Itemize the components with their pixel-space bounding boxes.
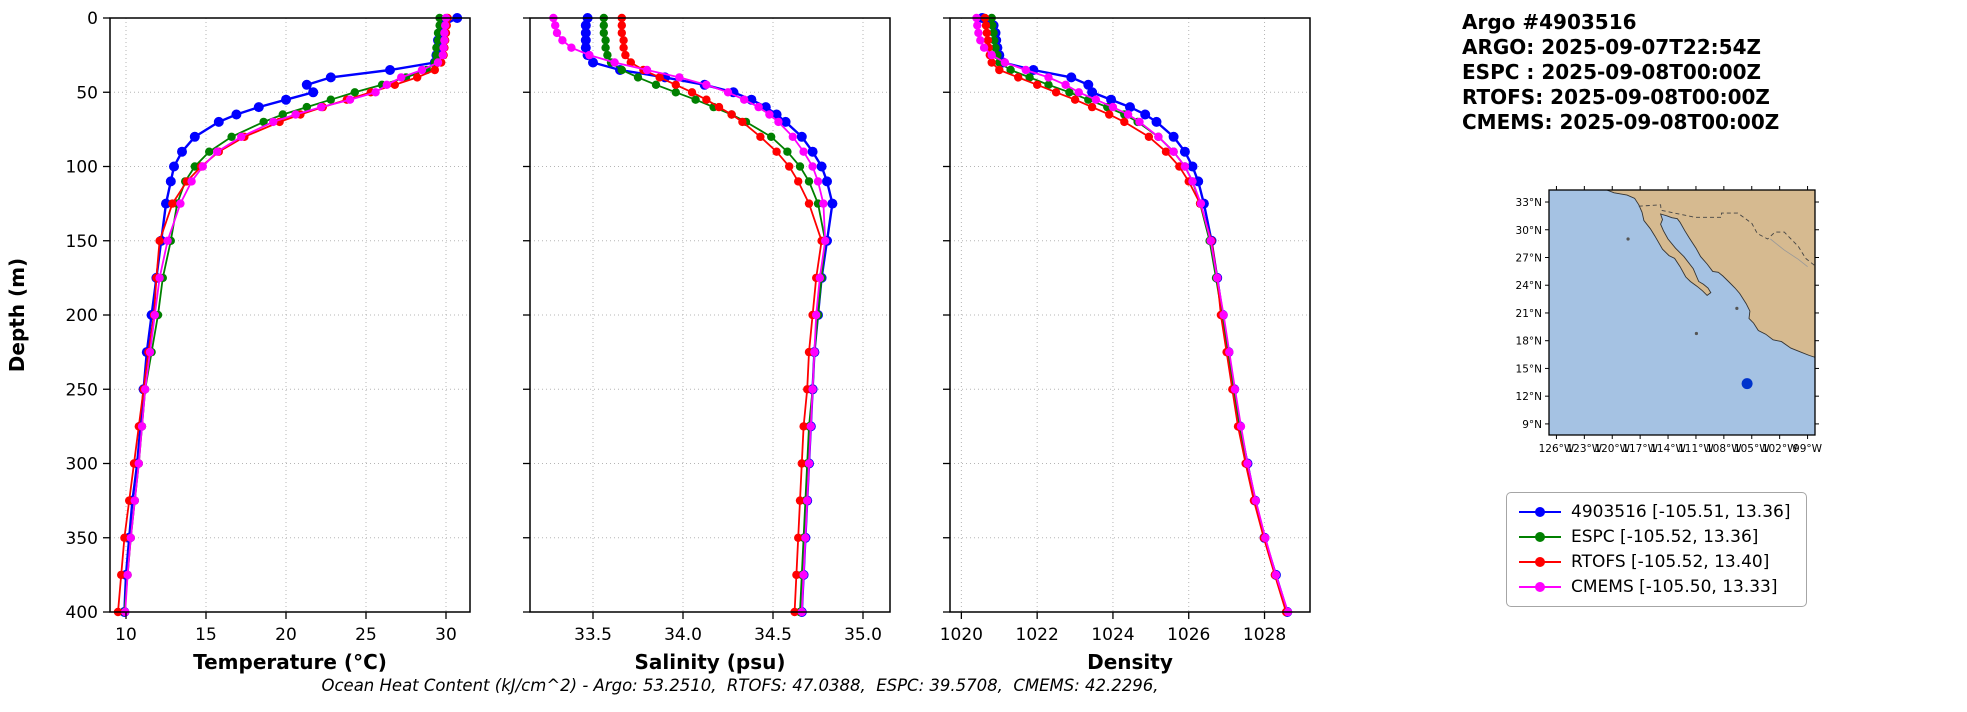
- float-title: Argo #4903516: [1462, 10, 1637, 34]
- x-tick-label: 1022: [1016, 625, 1059, 645]
- series-markers-CMEMS: [549, 13, 830, 617]
- salinity-panel: 33.5 34.0 34.5 35.0 Salinity (psu): [523, 13, 891, 674]
- map-land: [1606, 189, 1816, 358]
- map-lon-label: 123°W: [1566, 443, 1602, 455]
- float-position-marker: [1741, 378, 1753, 390]
- legend-item-3: CMEMS [-105.50, 13.33]: [1517, 577, 1790, 597]
- legend-label: 4903516 [-105.51, 13.36]: [1571, 502, 1791, 522]
- y-tick-label: 300: [66, 455, 98, 475]
- legend: 4903516 [-105.51, 13.36] ESPC [-105.52, 1…: [1506, 492, 1808, 607]
- map-lat-label: 9°N: [1522, 419, 1542, 431]
- legend-label: CMEMS [-105.50, 13.33]: [1571, 577, 1778, 597]
- x-tick-label: 35.0: [844, 625, 882, 645]
- y-tick-label: 200: [66, 306, 98, 326]
- x-tick-label: 20: [275, 625, 297, 645]
- x-axis-title: Temperature (°C): [193, 650, 387, 674]
- map-lat-label: 24°N: [1516, 280, 1542, 292]
- y-tick-label: 150: [66, 232, 98, 252]
- x-tick-label: 1028: [1243, 625, 1286, 645]
- argo-timestamp: ARGO: 2025-09-07T22:54Z: [1462, 35, 1761, 59]
- legend-marker-icon: [1519, 582, 1561, 592]
- map-lon-label: 105°W: [1734, 443, 1770, 455]
- float-info-header: Argo #4903516 ARGO: 2025-09-07T22:54Z ES…: [1462, 10, 1779, 135]
- y-tick-label: 50: [76, 83, 98, 103]
- y-tick-label: 350: [66, 529, 98, 549]
- x-tick-label: 1024: [1091, 625, 1134, 645]
- map-island-dot: [1735, 306, 1739, 310]
- density-panel: 1020 1022 1024 1026 1028 Density: [940, 13, 1311, 674]
- series-markers-RTOFS: [980, 13, 1291, 617]
- legend-item-1: ESPC [-105.52, 13.36]: [1517, 527, 1790, 547]
- x-tick-label: 1026: [1167, 625, 1210, 645]
- y-tick-label: 400: [66, 603, 98, 623]
- cmems-timestamp: CMEMS: 2025-09-08T00:00Z: [1462, 110, 1780, 134]
- map-lon-label: 114°W: [1650, 443, 1686, 455]
- legend-item-0: 4903516 [-105.51, 13.36]: [1517, 502, 1790, 522]
- series-markers-CMEMS: [972, 13, 1293, 617]
- y-axis-title: Depth (m): [5, 258, 29, 372]
- x-tick-label: 15: [195, 625, 217, 645]
- map-lat-label: 27°N: [1516, 252, 1542, 264]
- map-lat-label: 15°N: [1516, 363, 1542, 375]
- map-lon-label: 99°W: [1793, 443, 1823, 455]
- map-island-dot: [1626, 237, 1630, 241]
- x-axis-title: Density: [1087, 650, 1173, 674]
- map-lon-label: 120°W: [1594, 443, 1630, 455]
- map-lat-label: 21°N: [1516, 308, 1542, 320]
- legend-marker-icon: [1519, 532, 1561, 542]
- map-island-dot: [1694, 331, 1699, 336]
- map-lat-label: 30°N: [1516, 225, 1542, 237]
- legend-label: ESPC [-105.52, 13.36]: [1571, 527, 1759, 547]
- x-axis-title: Salinity (psu): [634, 650, 785, 674]
- rtofs-timestamp: RTOFS: 2025-09-08T00:00Z: [1462, 85, 1770, 109]
- legend-marker-icon: [1519, 557, 1561, 567]
- series-markers-ESPC: [987, 13, 1291, 617]
- temperature-panel: 10 15 20 25 30050100150200250300350400Temper…: [66, 9, 471, 674]
- profile-plots: 10 15 20 25 30050100150200250300350400Temper…: [5, 9, 1311, 674]
- map-lon-label: 108°W: [1706, 443, 1742, 455]
- legend-item-2: RTOFS [-105.52, 13.40]: [1517, 552, 1790, 572]
- series-markers-CMEMS: [121, 13, 451, 617]
- location-map: 33°N 30°N 27°N 24°N 21°N 18°N 15°N 12°N 9°N 126°W…: [1516, 186, 1823, 455]
- x-tick-label: 1020: [940, 625, 983, 645]
- y-tick-label: 0: [87, 9, 98, 29]
- x-tick-label: 34.5: [754, 625, 792, 645]
- map-lat-label: 12°N: [1516, 391, 1542, 403]
- map-lat-label: 33°N: [1516, 197, 1542, 209]
- x-tick-label: 33.5: [574, 625, 612, 645]
- y-tick-label: 100: [66, 158, 98, 178]
- y-tick-label: 250: [66, 380, 98, 400]
- x-tick-label: 34.0: [664, 625, 702, 645]
- map-lon-label: 111°W: [1678, 443, 1714, 455]
- map-river-line: [1770, 238, 1808, 268]
- x-tick-label: 30: [435, 625, 457, 645]
- map-lon-label: 117°W: [1622, 443, 1658, 455]
- x-tick-label: 10: [115, 625, 137, 645]
- map-border-dashed: [1638, 204, 1816, 267]
- legend-label: RTOFS [-105.52, 13.40]: [1571, 552, 1770, 572]
- map-lat-label: 18°N: [1516, 336, 1542, 348]
- legend-marker-icon: [1519, 507, 1561, 517]
- ocean-heat-content-note: Ocean Heat Content (kJ/cm^2) - Argo: 53.…: [321, 676, 1159, 695]
- espc-timestamp: ESPC : 2025-09-08T00:00Z: [1462, 60, 1762, 84]
- x-tick-label: 25: [355, 625, 377, 645]
- map-lon-label: 126°W: [1539, 443, 1575, 455]
- map-lon-label: 102°W: [1762, 443, 1798, 455]
